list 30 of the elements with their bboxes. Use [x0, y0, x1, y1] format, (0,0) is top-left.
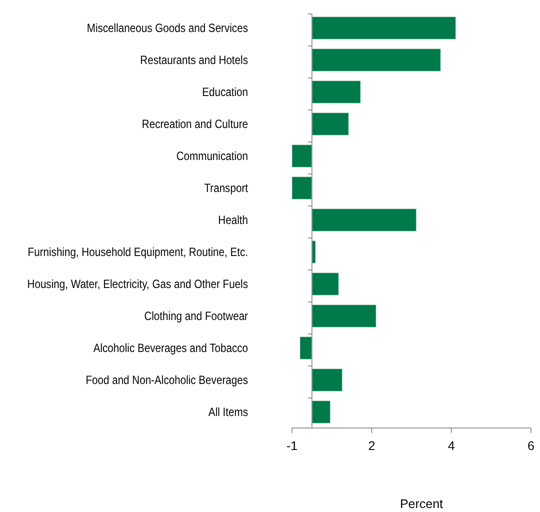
y-tick-label: Health — [218, 214, 248, 228]
y-tick-label: Clothing and Footwear — [144, 310, 248, 324]
y-tick-label: Housing, Water, Electricity, Gas and Other Fuels — [27, 278, 248, 292]
bar — [312, 48, 441, 72]
bar — [312, 272, 340, 296]
bar — [312, 112, 349, 136]
y-tick-label: Food and Non-Alcoholic Beverages — [86, 374, 248, 388]
y-tick-label: Education — [202, 86, 248, 100]
y-tick-label: Transport — [204, 182, 249, 196]
x-tick-label: -1 — [286, 439, 298, 453]
y-tick-label: Restaurants and Hotels — [140, 54, 248, 68]
bar — [312, 16, 456, 40]
y-tick-label: Recreation and Culture — [142, 118, 248, 132]
y-tick-label: All Items — [208, 406, 248, 420]
y-tick-label: Miscellaneous Goods and Services — [86, 22, 248, 36]
bar — [300, 336, 312, 360]
bar — [312, 208, 417, 232]
bar — [312, 80, 361, 104]
y-tick-label: Communication — [176, 150, 248, 164]
x-tick-label: 2 — [368, 439, 376, 453]
x-tick-label: 6 — [528, 439, 535, 453]
bar — [312, 368, 343, 392]
bar — [292, 144, 312, 168]
y-tick-label: Furnishing, Household Equipment, Routine, Etc. — [28, 246, 248, 260]
x-tick-label: 4 — [448, 439, 455, 453]
bar — [312, 304, 376, 328]
bar — [312, 400, 331, 424]
y-tick-label: Alcoholic Beverages and Tobacco — [93, 342, 248, 356]
x-axis-title: Percent — [400, 497, 444, 511]
bar — [292, 176, 312, 200]
